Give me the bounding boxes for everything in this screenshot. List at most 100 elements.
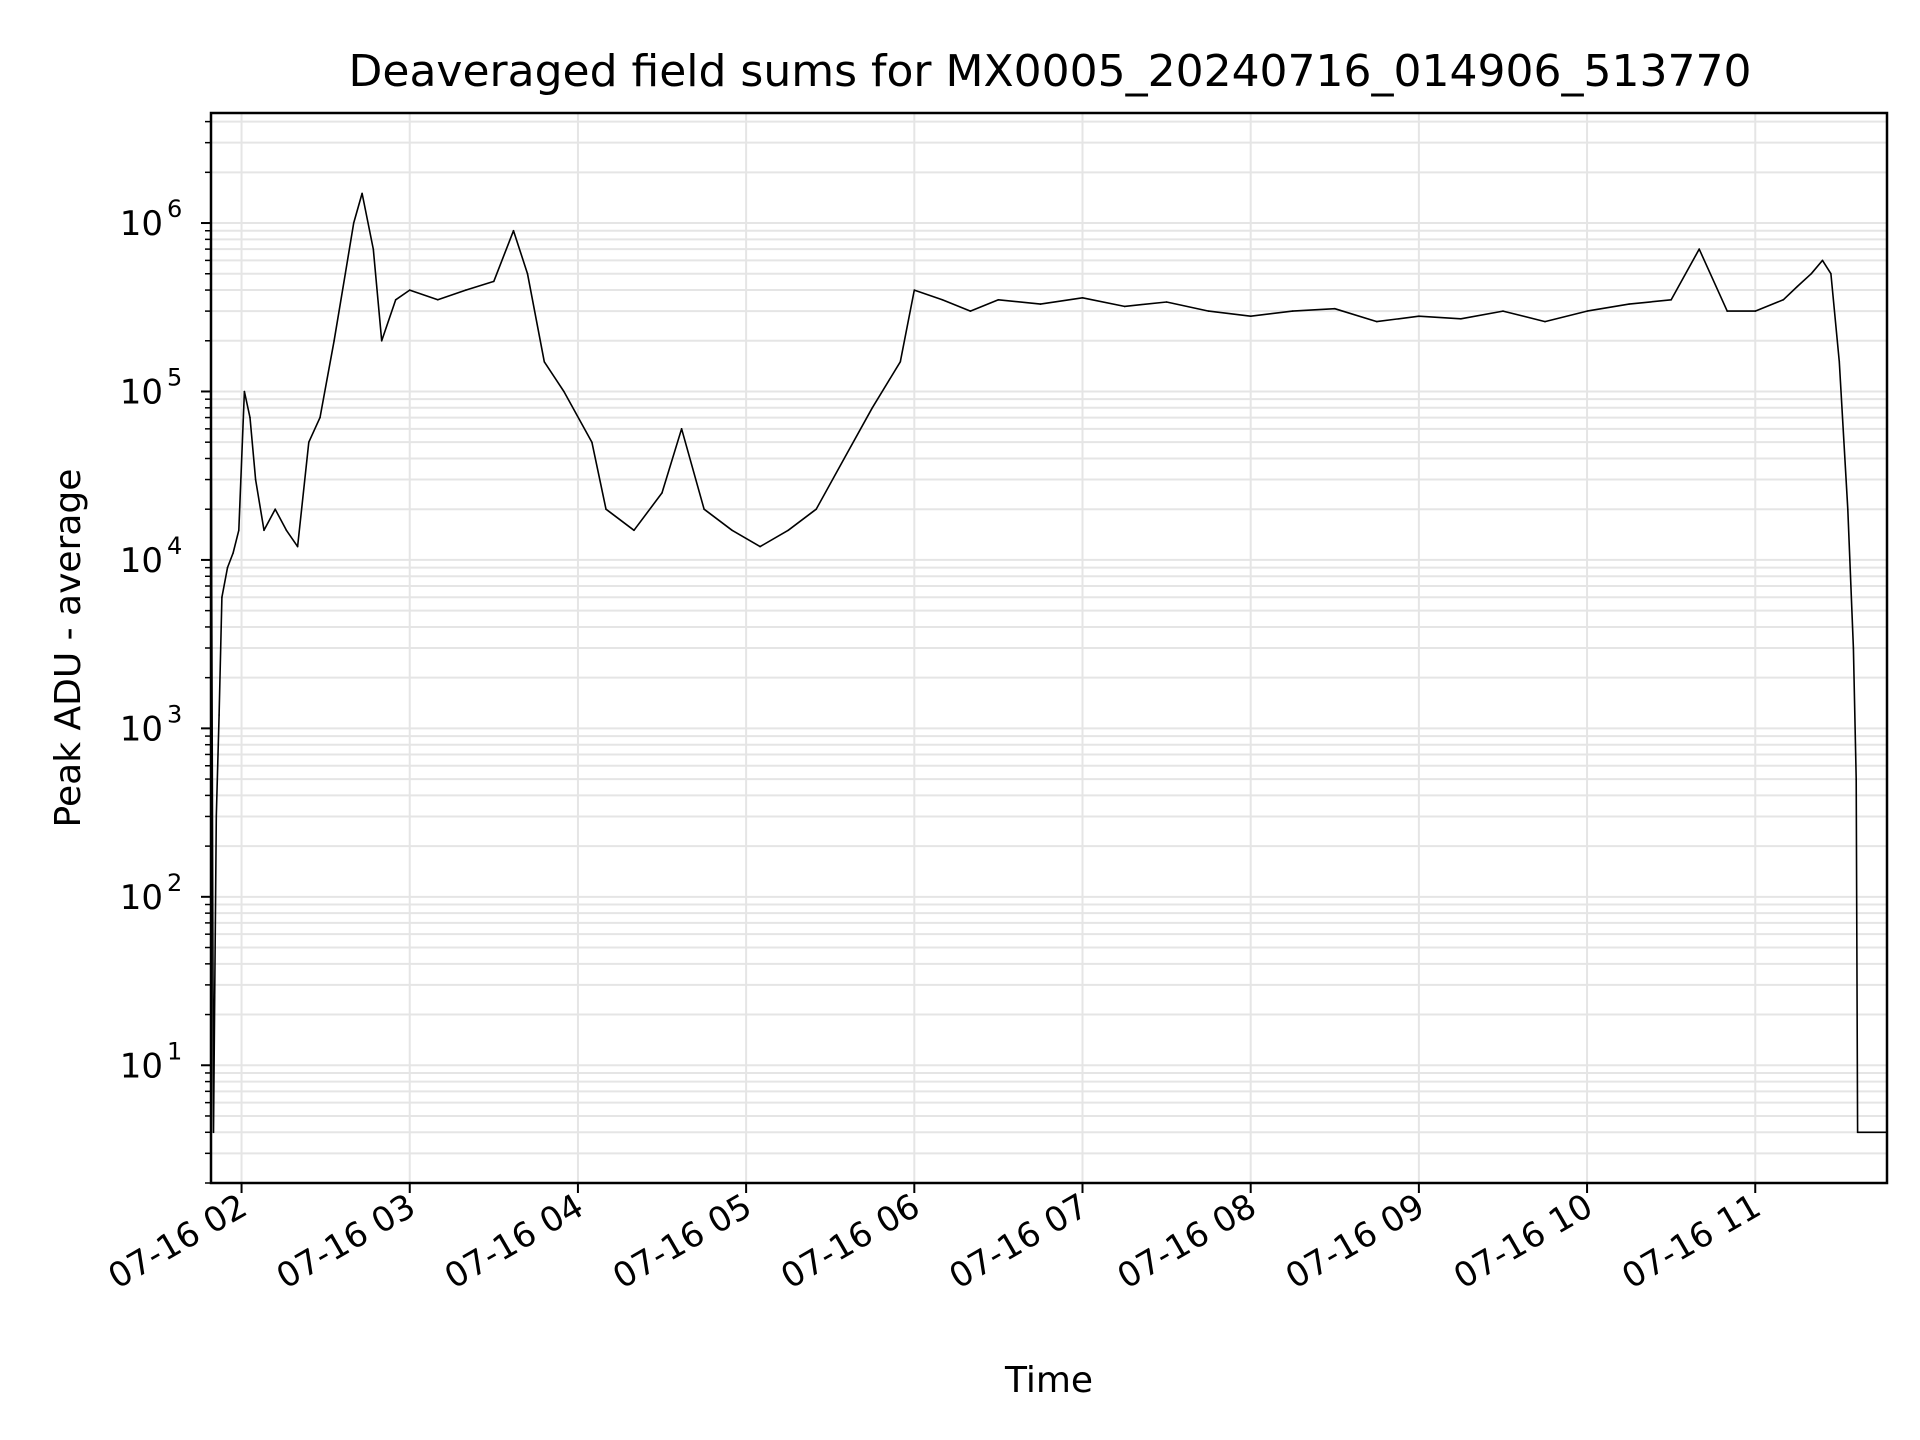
- data-point: [285, 529, 288, 532]
- data-point: [1039, 303, 1042, 305]
- data-point: [226, 566, 229, 569]
- data-point: [249, 416, 251, 419]
- data-point: [274, 508, 277, 511]
- y-tick-exponent: 1: [167, 1037, 182, 1065]
- y-tick-label: 10: [120, 372, 163, 412]
- x-tick-label: 07-16 06: [774, 1186, 926, 1297]
- data-point: [296, 545, 299, 548]
- y-tick-label: 10: [120, 878, 163, 918]
- data-point: [1830, 272, 1832, 275]
- data-point: [563, 390, 565, 393]
- data-point: [1418, 315, 1420, 318]
- data-point: [1726, 310, 1728, 312]
- data-point: [941, 299, 944, 301]
- data-point: [633, 529, 635, 532]
- y-tick-label: 10: [120, 541, 163, 581]
- y-axis-label: Peak ADU - average: [48, 469, 89, 828]
- data-point: [1207, 310, 1210, 312]
- data-point: [319, 416, 321, 419]
- data-point: [1123, 305, 1126, 308]
- y-tick-exponent: 4: [167, 532, 182, 560]
- data-point: [238, 529, 240, 532]
- data-point: [680, 428, 683, 430]
- data-point: [344, 272, 347, 275]
- data-point: [759, 545, 761, 548]
- data-point: [308, 441, 310, 444]
- x-tick-label: 07-16 07: [943, 1186, 1095, 1297]
- data-point: [1852, 647, 1855, 649]
- data-point: [1698, 248, 1700, 250]
- x-tick-label: 07-16 03: [270, 1186, 422, 1297]
- y-tick-label: 10: [120, 1046, 163, 1086]
- data-point: [703, 508, 705, 511]
- data-point: [352, 222, 355, 224]
- data-point: [1754, 310, 1757, 312]
- x-tick-label: 07-16 02: [102, 1186, 254, 1297]
- data-point: [1838, 361, 1841, 363]
- data-point: [437, 299, 439, 301]
- data-point: [787, 529, 789, 532]
- x-axis-label: Time: [1004, 1360, 1093, 1401]
- data-point: [221, 596, 223, 599]
- y-tick-label: 10: [120, 204, 163, 244]
- data-point: [997, 299, 1000, 301]
- data-point: [361, 192, 363, 195]
- series-line: [210, 192, 1887, 1134]
- data-point: [1628, 303, 1630, 305]
- data-point: [1376, 320, 1378, 323]
- data-point: [1544, 320, 1546, 323]
- data-point: [605, 508, 607, 511]
- data-point: [254, 478, 257, 481]
- y-tick-exponent: 2: [167, 869, 182, 897]
- data-point: [1821, 259, 1824, 262]
- data-point: [232, 552, 234, 554]
- data-point: [372, 248, 375, 250]
- data-point: [1334, 307, 1336, 310]
- y-tick-exponent: 3: [167, 700, 182, 728]
- data-point: [815, 508, 817, 511]
- x-tick-label: 07-16 08: [1111, 1186, 1263, 1297]
- data-point: [1165, 301, 1168, 303]
- chart-title: Deaveraged field sums for MX0005_2024071…: [349, 46, 1752, 97]
- data-point: [212, 1131, 215, 1134]
- y-tick-exponent: 5: [167, 363, 182, 391]
- data-point: [243, 390, 246, 393]
- grid: [211, 113, 1887, 1184]
- data-point: [543, 361, 546, 363]
- data-point: [1586, 310, 1588, 312]
- data-point: [380, 340, 383, 342]
- data-point: [526, 272, 529, 275]
- data-point: [1782, 299, 1785, 301]
- data-point: [1670, 299, 1672, 301]
- data-point: [493, 280, 495, 283]
- data-point: [215, 815, 218, 818]
- data-point: [218, 714, 220, 716]
- data-point: [263, 529, 265, 532]
- data-point: [913, 289, 916, 291]
- data-point: [1081, 297, 1084, 299]
- data-point: [1796, 285, 1799, 288]
- x-axis: 07-16 02 07-16 03 07-16 04 07-16 05 07-16 06…: [102, 1183, 1768, 1297]
- data-point: [408, 289, 411, 291]
- data-point: [661, 492, 663, 494]
- x-tick-label: 07-16 09: [1279, 1186, 1431, 1297]
- data-series: [210, 192, 1888, 1134]
- data-point: [843, 457, 845, 460]
- data-point: [969, 310, 972, 312]
- x-tick-label: 07-16 11: [1615, 1186, 1767, 1297]
- x-tick-label: 07-16 04: [438, 1186, 590, 1297]
- data-point: [591, 441, 593, 444]
- data-point: [899, 361, 902, 363]
- data-point: [1847, 508, 1849, 511]
- data-point: [512, 229, 515, 232]
- data-point: [1249, 315, 1252, 318]
- data-point: [871, 407, 874, 409]
- data-point: [1460, 318, 1462, 320]
- x-tick-label: 07-16 10: [1447, 1186, 1599, 1297]
- data-point: [394, 299, 397, 301]
- data-point: [1291, 310, 1294, 312]
- y-tick-exponent: 6: [167, 195, 182, 223]
- x-tick-label: 07-16 05: [606, 1186, 758, 1297]
